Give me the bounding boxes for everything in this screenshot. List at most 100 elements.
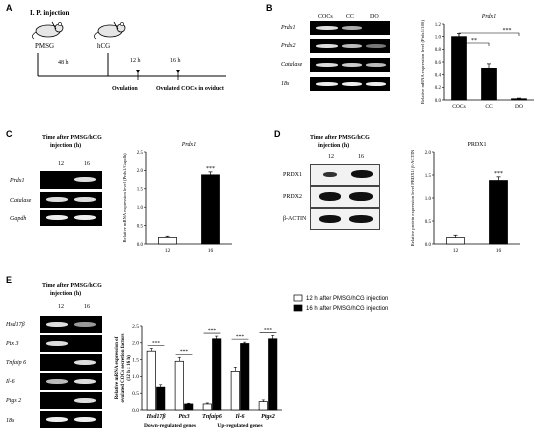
y-tick-label: 1.2 (435, 23, 442, 28)
lane-label: 16 (84, 161, 90, 167)
blot-beta-actin (310, 208, 380, 230)
mouse-icon-pmsg (32, 21, 64, 40)
significance-label: *** (264, 327, 273, 333)
protein-label: PRDX2 (283, 194, 303, 200)
blot-prdx2 (310, 186, 380, 208)
band (46, 417, 68, 422)
legend-label: 16 h after PMSG/hCG injection (306, 306, 388, 312)
y-axis-label: Relative protein expression level PRDX1/… (410, 149, 415, 246)
band (319, 192, 341, 201)
time-label-line1: Time after PMSG/hCG (310, 135, 370, 141)
band (323, 172, 337, 177)
band (74, 417, 96, 422)
gene-label: Ptx 3 (6, 341, 19, 347)
y-axis-label: ovulated COCs secretion factors (121, 333, 126, 402)
significance-label: *** (236, 334, 245, 340)
band (342, 82, 362, 86)
gel-prdx1 (40, 171, 102, 189)
y-tick-label: 0.6 (435, 61, 442, 66)
chart-title: Prdx1 (481, 14, 496, 20)
bar (230, 371, 240, 411)
y-tick-label: 0.0 (425, 243, 432, 248)
band (74, 215, 96, 220)
ovulation-label: Ovulation (112, 86, 138, 92)
bar (489, 180, 508, 245)
y-tick-label: 1.0 (435, 35, 442, 40)
hcg-label: hCG (97, 42, 111, 50)
gel-prdx2 (310, 39, 390, 53)
chart-b-prdx1: Prdx1 0.0 0.2 0.4 0.6 0.8 1.0 1.2 Relative mRNA … (420, 14, 534, 110)
x-tick-label: Tnfaip6 (202, 414, 222, 420)
bar (240, 343, 250, 411)
chart-title: PRDX1 (467, 142, 486, 148)
lane-label: DO (370, 14, 379, 20)
gel-catalase (310, 58, 390, 72)
band (351, 170, 373, 178)
panel-letter-a: A (6, 3, 13, 13)
y-tick-label: 0.0 (435, 99, 442, 104)
y-tick-label: 1.5 (425, 174, 432, 179)
band (74, 379, 96, 384)
gel-tnfaip6 (40, 354, 102, 371)
band (366, 63, 386, 67)
y-tick-label: 2.0 (132, 341, 139, 347)
bar (446, 237, 465, 245)
time-16h-label: 16 h (170, 58, 181, 64)
y-tick-label: 1.0 (137, 206, 144, 211)
bar (202, 403, 212, 411)
bar (158, 237, 177, 245)
x-tick-label: Il-6 (235, 414, 245, 420)
significance-label: *** (206, 166, 215, 172)
protein-label: PRDX1 (283, 172, 303, 178)
significance-label: *** (180, 349, 189, 355)
y-axis-label: (12 h : 16 h) (127, 355, 132, 381)
y-tick-label: 0.5 (137, 224, 144, 229)
y-axis-label: Relative mRNA expression level (Prdx1/Ga… (122, 153, 127, 243)
bar (481, 67, 497, 101)
x-tick-label: COCs (452, 104, 465, 110)
gene-label: Tnfaip 6 (6, 360, 27, 366)
significance-bracket (458, 32, 520, 36)
gel-ptx3 (40, 335, 102, 352)
gene-label: Ptgs 2 (6, 398, 22, 404)
x-tick-label: CC (485, 104, 493, 110)
y-tick-label: 1.0 (425, 197, 432, 202)
lane-label: CC (346, 14, 355, 20)
gene-label: Prdx2 (281, 43, 296, 49)
gel-18s (40, 411, 102, 428)
band (316, 63, 338, 67)
gene-label: Catalase (281, 62, 303, 68)
y-tick-label: 0.0 (132, 408, 139, 414)
x-tick-label: 12 (165, 248, 171, 254)
x-tick-label: 16 (496, 248, 502, 254)
bar (201, 174, 220, 245)
band (316, 82, 338, 86)
gel-ptgs2 (40, 392, 102, 409)
band (46, 322, 68, 327)
legend-swatch (293, 304, 303, 312)
y-tick-label: 1.5 (132, 357, 139, 363)
chart-c-prdx1: Prdx1 0.0 0.5 1.0 1.5 2.0 2.5 Relative mRNA exp… (122, 142, 232, 254)
y-tick-label: 0.8 (435, 48, 442, 53)
time-label-line1: Time after PMSG/hCG (42, 135, 102, 141)
band (349, 215, 373, 223)
time-label-line2: injection (h) (50, 291, 82, 297)
y-tick-label: 0.5 (132, 391, 139, 397)
legend-swatch (293, 294, 303, 302)
significance-label: *** (494, 171, 503, 177)
bar (174, 360, 184, 411)
panel-letter-b: B (266, 3, 273, 13)
band (74, 398, 96, 403)
gene-label: Il-6 (6, 379, 15, 385)
significance-label: ** (471, 38, 477, 44)
band (316, 44, 338, 48)
gel-18s (310, 77, 390, 91)
lane-label: 16 (358, 154, 364, 160)
bar (268, 338, 278, 411)
time-12h-label: 12 h (130, 58, 141, 64)
band (46, 215, 68, 220)
bar (184, 403, 194, 411)
pmsg-label: PMSG (35, 42, 55, 50)
chart-e-secretion-factors: 0.0 0.5 1.0 1.5 2.0 2.5 Relative mRNA expressi… (115, 294, 388, 429)
band (46, 197, 68, 202)
